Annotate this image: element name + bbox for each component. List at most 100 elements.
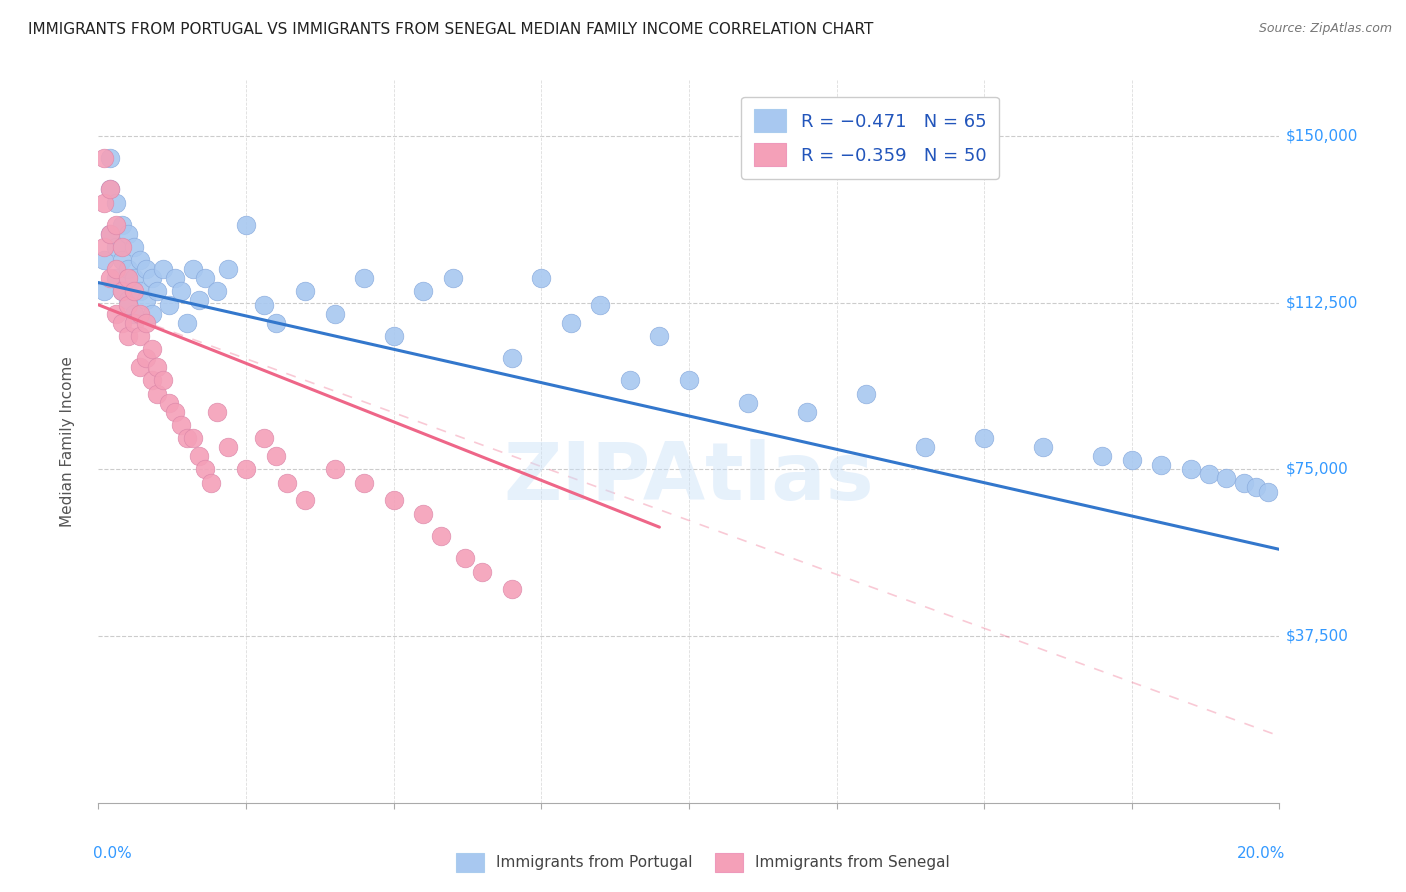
Point [111, 218, 134, 232]
Point [135, 351, 157, 366]
Text: ZIPAtlas: ZIPAtlas [503, 439, 875, 516]
Point [1233, 475, 1256, 490]
Point [1121, 453, 1143, 467]
Point [152, 373, 174, 387]
Point [353, 475, 375, 490]
Point [441, 271, 464, 285]
Text: IMMIGRANTS FROM PORTUGAL VS IMMIGRANTS FROM SENEGAL MEDIAN FAMILY INCOME CORRELA: IMMIGRANTS FROM PORTUGAL VS IMMIGRANTS F… [28, 22, 873, 37]
Point [105, 240, 128, 254]
Text: $37,500: $37,500 [1285, 629, 1348, 643]
Point [157, 298, 180, 312]
Point [117, 329, 139, 343]
Point [194, 462, 217, 476]
Point [93, 240, 115, 254]
Point [530, 271, 553, 285]
Point [157, 395, 180, 409]
Point [93, 253, 115, 268]
Point [141, 343, 163, 357]
Point [128, 329, 150, 343]
Point [105, 307, 128, 321]
Point [111, 253, 134, 268]
Point [98, 227, 121, 241]
Point [1032, 440, 1054, 454]
Point [264, 449, 287, 463]
Point [181, 262, 204, 277]
Y-axis label: Median Family Income: Median Family Income [60, 356, 75, 527]
Point [165, 271, 187, 285]
Point [135, 262, 157, 277]
Point [253, 298, 276, 312]
Text: $112,500: $112,500 [1285, 295, 1358, 310]
Point [412, 507, 434, 521]
Point [135, 316, 157, 330]
Point [176, 431, 198, 445]
Point [471, 565, 494, 579]
Point [382, 329, 405, 343]
Point [205, 285, 228, 299]
Point [170, 285, 193, 299]
Point [501, 582, 523, 597]
Point [152, 262, 174, 277]
Point [235, 462, 257, 476]
Point [200, 475, 222, 490]
Point [294, 285, 316, 299]
Point [128, 285, 150, 299]
Point [1215, 471, 1237, 485]
Point [93, 195, 115, 210]
Point [217, 262, 239, 277]
Point [146, 285, 169, 299]
Point [560, 316, 582, 330]
Point [93, 285, 115, 299]
Point [194, 271, 217, 285]
Point [294, 493, 316, 508]
Point [117, 298, 139, 312]
Point [276, 475, 298, 490]
Point [141, 307, 163, 321]
Point [737, 395, 759, 409]
Point [122, 271, 145, 285]
Point [128, 360, 150, 375]
Point [973, 431, 995, 445]
Point [205, 404, 228, 418]
Point [181, 431, 204, 445]
Point [93, 151, 115, 165]
Point [855, 386, 877, 401]
Point [105, 262, 128, 277]
Point [128, 307, 150, 321]
Point [117, 293, 139, 308]
Text: $150,000: $150,000 [1285, 128, 1358, 144]
Text: 20.0%: 20.0% [1237, 847, 1285, 861]
Point [187, 449, 209, 463]
Point [141, 373, 163, 387]
Point [382, 493, 405, 508]
Point [111, 240, 134, 254]
Point [187, 293, 209, 308]
Point [1244, 480, 1267, 494]
Point [253, 431, 276, 445]
Point [98, 227, 121, 241]
Point [98, 151, 121, 165]
Point [412, 285, 434, 299]
Point [122, 240, 145, 254]
Point [589, 298, 612, 312]
Point [430, 529, 453, 543]
Legend: Immigrants from Portugal, Immigrants from Senegal: Immigrants from Portugal, Immigrants fro… [449, 845, 957, 880]
Point [1257, 484, 1279, 499]
Point [1091, 449, 1114, 463]
Point [128, 253, 150, 268]
Point [146, 386, 169, 401]
Point [141, 271, 163, 285]
Text: 0.0%: 0.0% [93, 847, 131, 861]
Point [678, 373, 700, 387]
Point [1150, 458, 1173, 472]
Point [122, 285, 145, 299]
Point [176, 316, 198, 330]
Point [117, 227, 139, 241]
Point [217, 440, 239, 454]
Point [501, 351, 523, 366]
Text: $75,000: $75,000 [1285, 462, 1348, 477]
Legend: R = −0.471   N = 65, R = −0.359   N = 50: R = −0.471 N = 65, R = −0.359 N = 50 [741, 96, 998, 179]
Point [1180, 462, 1202, 476]
Point [117, 271, 139, 285]
Text: Source: ZipAtlas.com: Source: ZipAtlas.com [1258, 22, 1392, 36]
